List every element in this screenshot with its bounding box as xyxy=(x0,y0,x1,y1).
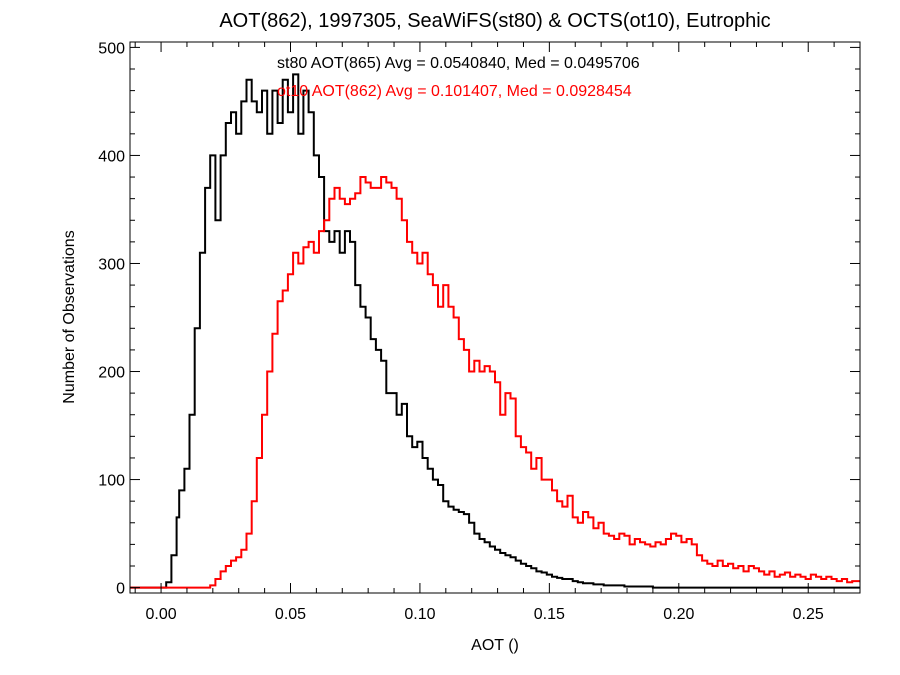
x-tick-label: 0.00 xyxy=(145,606,176,623)
x-tick-label: 0.05 xyxy=(275,606,306,623)
y-tick-label: 100 xyxy=(98,473,125,490)
y-tick-label: 500 xyxy=(98,40,125,57)
x-tick-label: 0.15 xyxy=(534,606,565,623)
x-axis-label: AOT () xyxy=(471,637,519,654)
chart-title: AOT(862), 1997305, SeaWiFS(st80) & OCTS(… xyxy=(219,10,770,32)
series-layer xyxy=(130,73,860,589)
x-tick-label: 0.10 xyxy=(404,606,435,623)
annotation-st80: st80 AOT(865) Avg = 0.0540840, Med = 0.0… xyxy=(277,55,640,72)
y-tick-label: 400 xyxy=(98,148,125,165)
annotation-ot10: ot10 AOT(862) Avg = 0.101407, Med = 0.09… xyxy=(277,83,632,100)
plot-frame xyxy=(129,41,861,594)
series-line-1 xyxy=(130,176,860,589)
tick-layer: 0.00 0.05 0.10 0.15 0.20 0.25 0 100 200 300 400 500 xyxy=(98,40,861,623)
y-axis-label: Number of Observations xyxy=(61,230,78,403)
y-tick-label: 300 xyxy=(98,256,125,273)
x-tick-label: 0.20 xyxy=(663,606,694,623)
x-tick-label: 0.25 xyxy=(793,606,824,623)
series-line-0 xyxy=(130,73,860,589)
y-tick-label: 0 xyxy=(116,581,125,598)
y-tick-label: 200 xyxy=(98,365,125,382)
